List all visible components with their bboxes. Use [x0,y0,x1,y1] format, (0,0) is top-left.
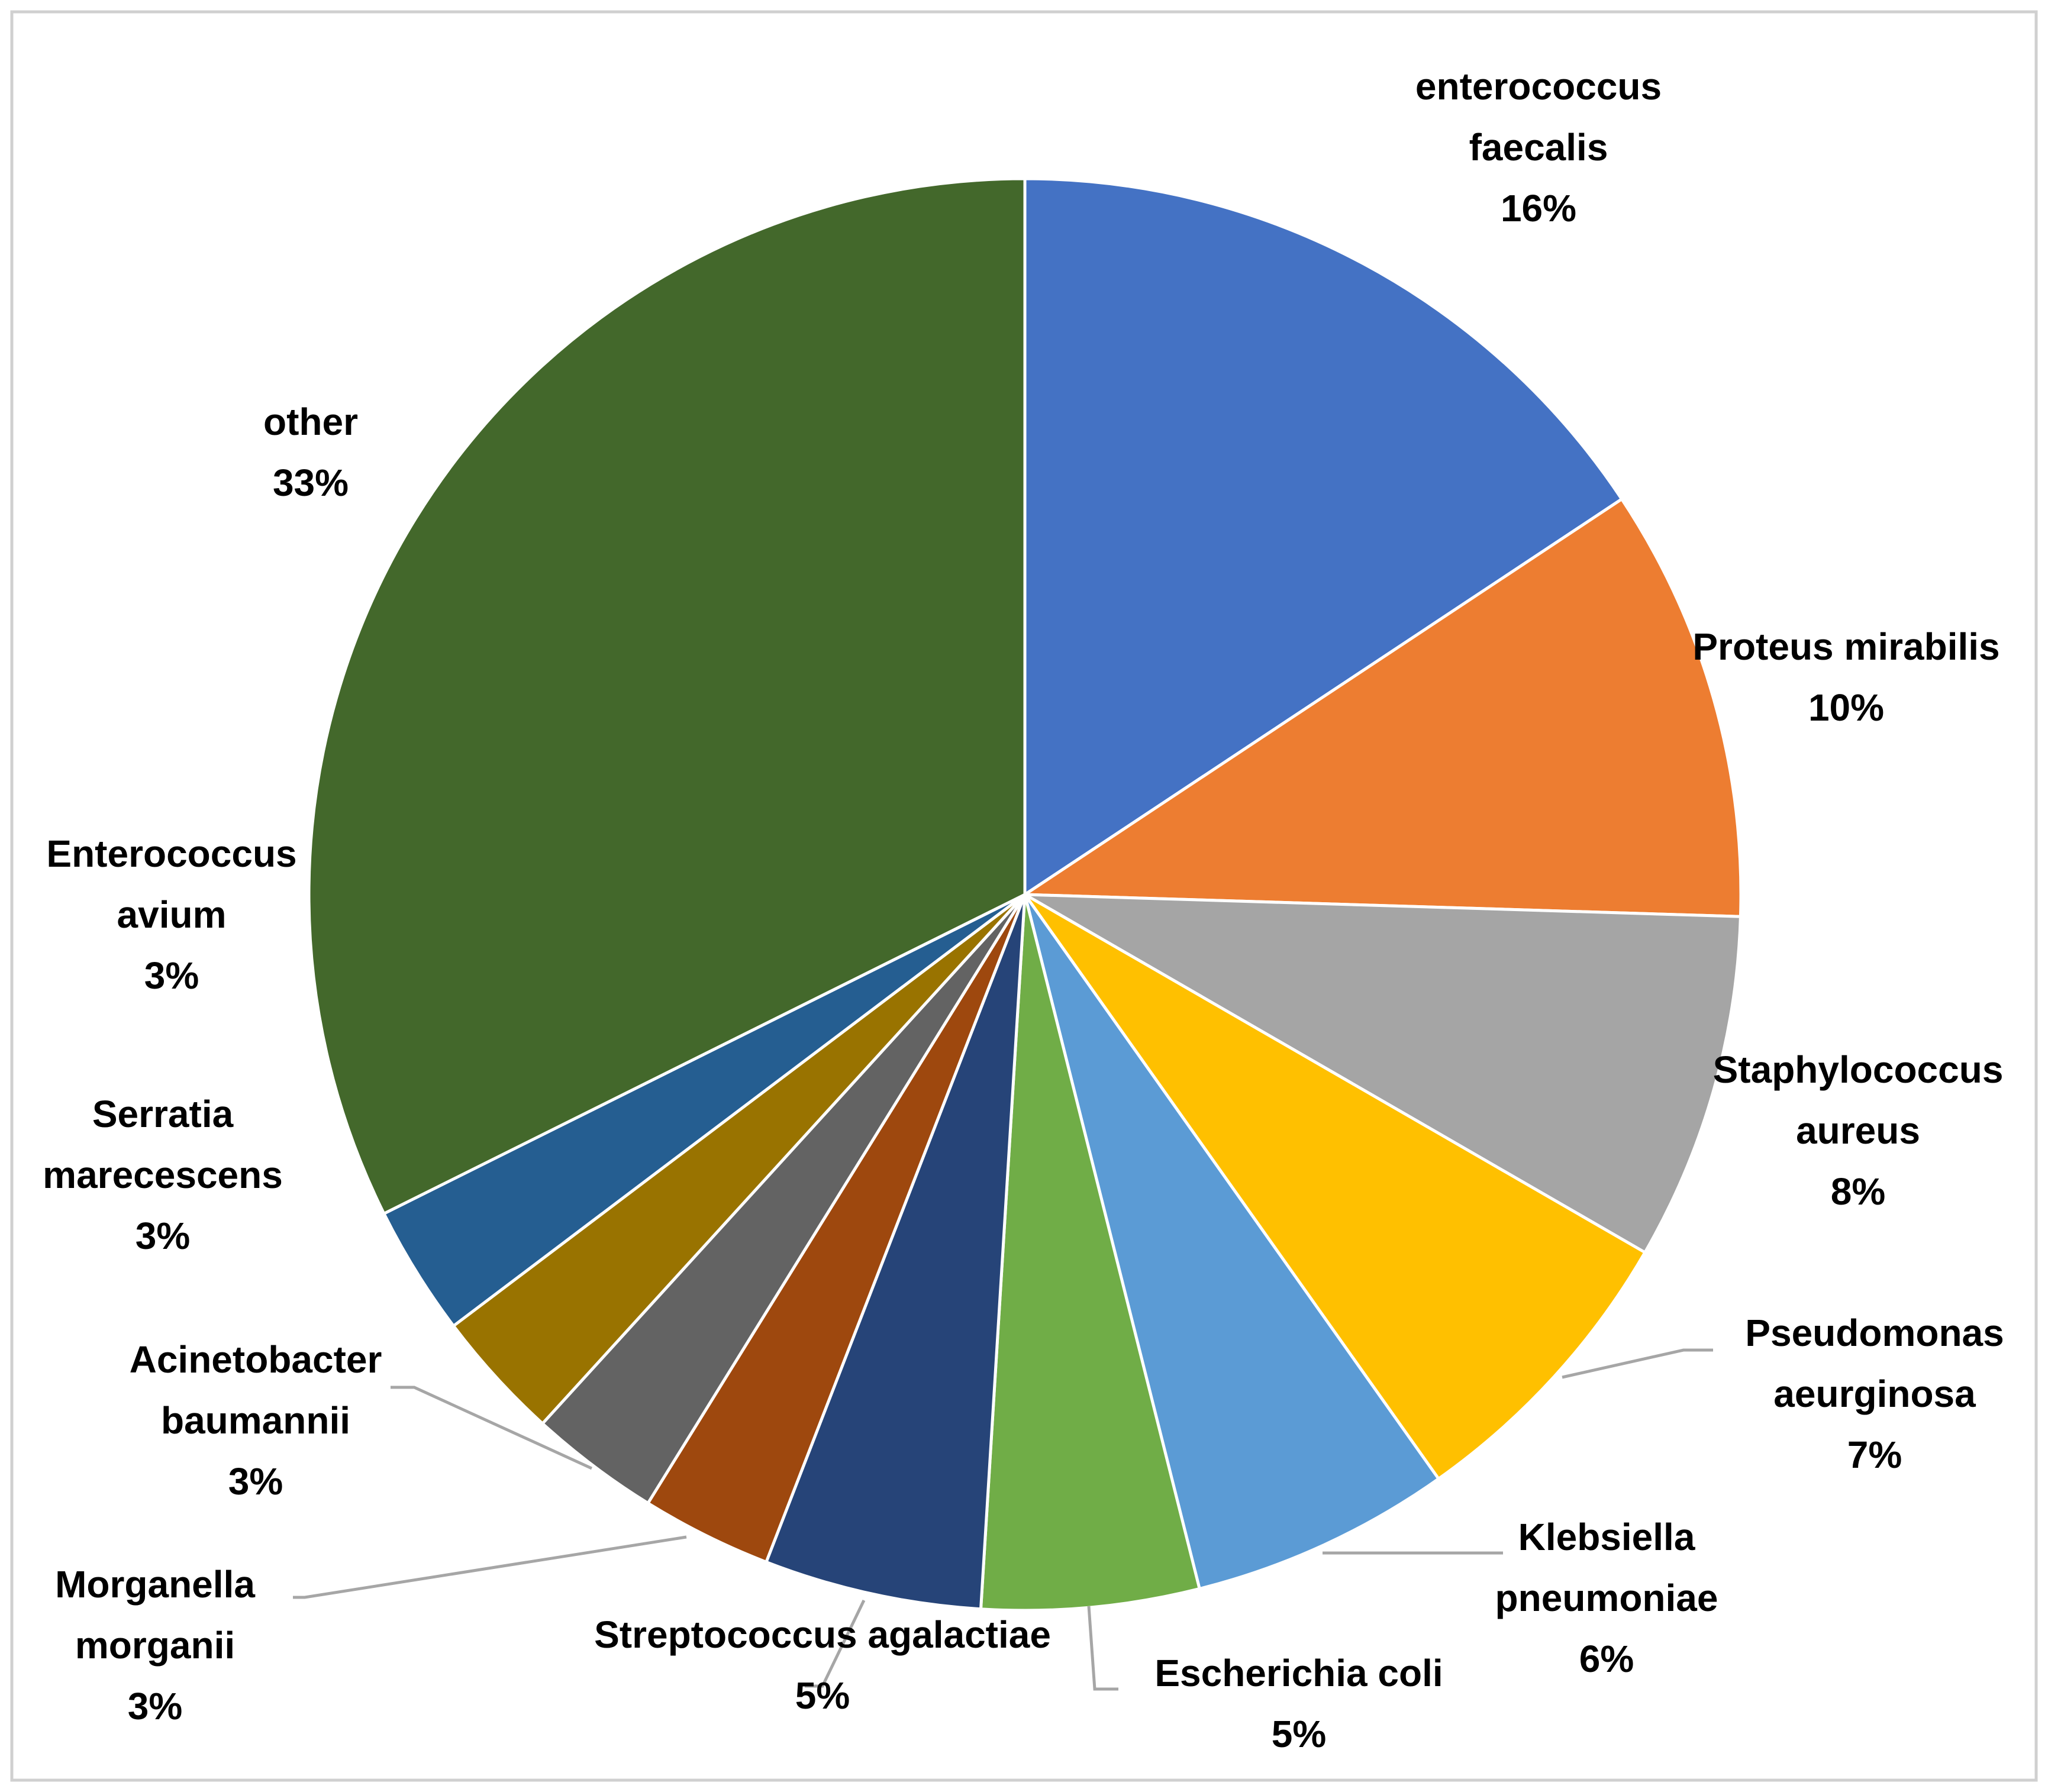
chart-frame [10,10,2038,1782]
data-label-percent: 3% [128,1685,183,1728]
data-label-percent: 33% [273,461,349,504]
data-label-name: aureus [1796,1109,1920,1152]
data-label-name: pneumoniae [1495,1577,1718,1619]
data-label-percent: 3% [228,1460,283,1503]
data-label-klebsiella-pneumoniae: Klebsiella pneumoniae 6% [1495,1516,1718,1680]
data-label-name: Proteus mirabilis [1692,625,1999,668]
data-label-name: morganii [75,1624,235,1667]
leader-line-escherichia-coli [1087,1606,1118,1691]
data-label-staphylococcus-aureus: Staphylococcus aureus 8% [1713,1048,2004,1213]
data-label-name: Serratia [92,1093,234,1135]
pie-slice-enterococcus-faecalis [1023,177,1624,896]
leader-line-streptococcus-agalactiae [805,1599,866,1688]
data-label-name: marecescens [43,1154,283,1196]
data-label-name: other [263,401,358,443]
leader-line-pseudomonas-aeurginosa [1562,1348,1713,1379]
pie-slice-staphylococcus-aureus [1023,893,1742,1254]
data-label-percent: 10% [1808,686,1884,729]
pie-slice-other [307,177,1027,1215]
data-label-percent: 3% [144,954,199,997]
leader-line-acinetobacter-baumannii [391,1386,593,1470]
data-label-enterococcus-avium: Enterococcus avium 3% [46,832,296,997]
pie-slice-streptococcus-agalactiae [765,893,1027,1611]
data-label-name: Acinetobacter [130,1338,382,1381]
pie-slice-escherichia-coli [979,893,1201,1612]
data-label-name: Escherichia coli [1154,1652,1443,1694]
pie-slice-proteus-mirabilis [1023,498,1743,918]
leader-line-morganella-morganii [293,1535,687,1599]
data-label-name: baumannii [161,1399,350,1442]
data-label-name: Klebsiella [1518,1516,1695,1558]
pie-slice-pseudomonas-aeurginosa [1023,893,1647,1481]
data-label-enterococcus-faecalis: enterococcus faecalis 16% [1415,65,1662,230]
data-label-pseudomonas-aeurginosa: Pseudomonas aeurginosa 7% [1745,1312,2004,1476]
pie-slices [307,177,1743,1612]
data-label-name: Pseudomonas [1745,1312,2004,1354]
data-label-escherichia-coli: Escherichia coli 5% [1154,1652,1443,1755]
data-label-percent: 6% [1579,1638,1634,1680]
data-label-name: enterococcus [1415,65,1662,108]
data-label-serratia-marecescens: Serratia marecescens 3% [43,1093,283,1257]
data-label-name: Streptococcus agalactiae [594,1613,1051,1656]
data-label-name: Morganella [55,1563,255,1606]
data-label-percent: 7% [1847,1433,1902,1476]
data-label-morganella-morganii: Morganella morganii 3% [55,1563,255,1728]
data-label-percent: 16% [1501,187,1576,230]
data-label-name: avium [117,893,227,936]
data-label-percent: 5% [1272,1713,1327,1755]
data-label-name: Enterococcus [46,832,296,875]
data-label-percent: 3% [136,1215,191,1257]
data-label-other: other 33% [263,401,358,504]
data-label-name: faecalis [1469,126,1608,169]
data-label-streptococcus-agalactiae: Streptococcus agalactiae 5% [594,1613,1051,1717]
data-labels: enterococcus faecalis 16% Proteus mirabilis… [43,65,2004,1755]
data-label-percent: 8% [1831,1170,1886,1213]
data-label-name: aeurginosa [1773,1373,1976,1415]
pie-slice-klebsiella-pneumoniae [1023,893,1440,1590]
data-label-acinetobacter-baumannii: Acinetobacter baumannii 3% [130,1338,382,1503]
leader-lines [293,1348,1713,1691]
data-label-percent: 5% [795,1674,850,1717]
data-label-proteus-mirabilis: Proteus mirabilis 10% [1692,625,1999,729]
data-label-name: Staphylococcus [1713,1048,2004,1091]
